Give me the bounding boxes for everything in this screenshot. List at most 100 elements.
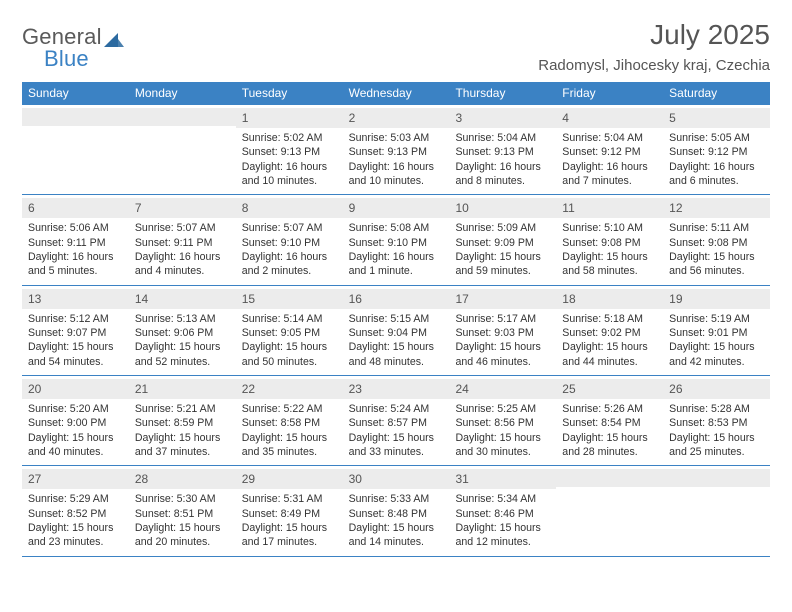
day-cell: 21Sunrise: 5:21 AMSunset: 8:59 PMDayligh… [129, 376, 236, 465]
daylight-line-1: Daylight: 16 hours [135, 250, 230, 264]
sunrise-text: Sunrise: 5:24 AM [349, 402, 444, 416]
sunrise-text: Sunrise: 5:06 AM [28, 221, 123, 235]
day-number: 21 [129, 379, 236, 399]
empty-day-cell [22, 105, 129, 194]
header-row: General Blue July 2025 Radomysl, Jihoces… [22, 20, 770, 74]
day-cell: 3Sunrise: 5:04 AMSunset: 9:13 PMDaylight… [449, 105, 556, 194]
day-cell: 16Sunrise: 5:15 AMSunset: 9:04 PMDayligh… [343, 286, 450, 375]
day-cell: 30Sunrise: 5:33 AMSunset: 8:48 PMDayligh… [343, 466, 450, 555]
day-cell: 4Sunrise: 5:04 AMSunset: 9:12 PMDaylight… [556, 105, 663, 194]
day-cell: 14Sunrise: 5:13 AMSunset: 9:06 PMDayligh… [129, 286, 236, 375]
daylight-line-1: Daylight: 15 hours [349, 521, 444, 535]
daylight-line-2: and 56 minutes. [669, 264, 764, 278]
sunset-text: Sunset: 9:13 PM [455, 145, 550, 159]
empty-band [22, 108, 129, 126]
weekday-header-cell: Sunday [22, 82, 129, 105]
sunrise-text: Sunrise: 5:25 AM [455, 402, 550, 416]
logo: General Blue [22, 20, 124, 72]
sunrise-text: Sunrise: 5:05 AM [669, 131, 764, 145]
sunset-text: Sunset: 9:12 PM [562, 145, 657, 159]
daylight-line-2: and 10 minutes. [242, 174, 337, 188]
weekday-header-row: SundayMondayTuesdayWednesdayThursdayFrid… [22, 82, 770, 105]
sunrise-text: Sunrise: 5:02 AM [242, 131, 337, 145]
day-cell: 12Sunrise: 5:11 AMSunset: 9:08 PMDayligh… [663, 195, 770, 284]
sunrise-text: Sunrise: 5:18 AM [562, 312, 657, 326]
daylight-line-1: Daylight: 15 hours [455, 521, 550, 535]
sunrise-text: Sunrise: 5:12 AM [28, 312, 123, 326]
logo-triangle-icon [104, 31, 124, 52]
week-row: 13 Sunrise: 5:12 AMSunset: 9:07 PM Dayligh… [22, 286, 770, 376]
sunrise-text: Sunrise: 5:14 AM [242, 312, 337, 326]
daylight-line-1: Daylight: 15 hours [135, 521, 230, 535]
weekday-header-cell: Wednesday [343, 82, 450, 105]
sunrise-text: Sunrise: 5:21 AM [135, 402, 230, 416]
daylight-line-1: Daylight: 15 hours [455, 431, 550, 445]
sunrise-text: Sunrise: 5:09 AM [455, 221, 550, 235]
daylight-line-1: Daylight: 16 hours [242, 250, 337, 264]
sunset-text: Sunset: 8:46 PM [455, 507, 550, 521]
daylight-line-2: and 17 minutes. [242, 535, 337, 549]
day-number: 9 [343, 198, 450, 218]
day-cell: 25Sunrise: 5:26 AMSunset: 8:54 PMDayligh… [556, 376, 663, 465]
day-cell: 10Sunrise: 5:09 AMSunset: 9:09 PMDayligh… [449, 195, 556, 284]
day-cell: 8Sunrise: 5:07 AMSunset: 9:10 PMDaylight… [236, 195, 343, 284]
sunset-text: Sunset: 9:02 PM [562, 326, 657, 340]
sunset-text: Sunset: 9:00 PM [28, 416, 123, 430]
daylight-line-1: Daylight: 15 hours [135, 431, 230, 445]
day-number: 13 [22, 289, 129, 309]
day-cell: 28Sunrise: 5:30 AMSunset: 8:51 PMDayligh… [129, 466, 236, 555]
daylight-line-2: and 35 minutes. [242, 445, 337, 459]
day-number: 18 [556, 289, 663, 309]
day-number: 3 [449, 108, 556, 128]
sunrise-text: Sunrise: 5:08 AM [349, 221, 444, 235]
day-number: 14 [129, 289, 236, 309]
sunset-text: Sunset: 9:11 PM [135, 236, 230, 250]
day-cell: 7Sunrise: 5:07 AMSunset: 9:11 PMDaylight… [129, 195, 236, 284]
sunset-text: Sunset: 9:08 PM [669, 236, 764, 250]
day-cell: 23Sunrise: 5:24 AMSunset: 8:57 PMDayligh… [343, 376, 450, 465]
daylight-line-1: Daylight: 15 hours [28, 431, 123, 445]
daylight-line-2: and 33 minutes. [349, 445, 444, 459]
calendar: SundayMondayTuesdayWednesdayThursdayFrid… [22, 82, 770, 557]
sunrise-text: Sunrise: 5:34 AM [455, 492, 550, 506]
daylight-line-1: Daylight: 15 hours [242, 521, 337, 535]
sunset-text: Sunset: 9:13 PM [242, 145, 337, 159]
sunrise-text: Sunrise: 5:26 AM [562, 402, 657, 416]
daylight-line-2: and 5 minutes. [28, 264, 123, 278]
page: General Blue July 2025 Radomysl, Jihoces… [0, 0, 792, 567]
daylight-line-2: and 7 minutes. [562, 174, 657, 188]
day-number: 16 [343, 289, 450, 309]
day-number: 30 [343, 469, 450, 489]
day-cell: 22Sunrise: 5:22 AMSunset: 8:58 PMDayligh… [236, 376, 343, 465]
day-cell: 24Sunrise: 5:25 AMSunset: 8:56 PMDayligh… [449, 376, 556, 465]
daylight-line-2: and 58 minutes. [562, 264, 657, 278]
empty-day-cell [129, 105, 236, 194]
daylight-line-2: and 25 minutes. [669, 445, 764, 459]
day-number: 22 [236, 379, 343, 399]
sunset-text: Sunset: 9:12 PM [669, 145, 764, 159]
daylight-line-1: Daylight: 15 hours [135, 340, 230, 354]
daylight-line-2: and 30 minutes. [455, 445, 550, 459]
day-cell: 15Sunrise: 5:14 AMSunset: 9:05 PMDayligh… [236, 286, 343, 375]
day-number: 17 [449, 289, 556, 309]
daylight-line-1: Daylight: 15 hours [562, 250, 657, 264]
day-cell: 31Sunrise: 5:34 AMSunset: 8:46 PMDayligh… [449, 466, 556, 555]
day-number: 4 [556, 108, 663, 128]
empty-band [129, 108, 236, 126]
daylight-line-2: and 52 minutes. [135, 355, 230, 369]
sunset-text: Sunset: 9:07 PM [28, 326, 123, 340]
day-number: 19 [663, 289, 770, 309]
sunrise-text: Sunrise: 5:04 AM [562, 131, 657, 145]
daylight-line-1: Daylight: 15 hours [669, 250, 764, 264]
empty-day-cell [556, 466, 663, 555]
sunrise-text: Sunrise: 5:28 AM [669, 402, 764, 416]
day-cell: 6Sunrise: 5:06 AMSunset: 9:11 PMDaylight… [22, 195, 129, 284]
day-number: 7 [129, 198, 236, 218]
day-cell: 9Sunrise: 5:08 AMSunset: 9:10 PMDaylight… [343, 195, 450, 284]
day-number: 25 [556, 379, 663, 399]
daylight-line-2: and 44 minutes. [562, 355, 657, 369]
sunset-text: Sunset: 9:05 PM [242, 326, 337, 340]
daylight-line-2: and 1 minute. [349, 264, 444, 278]
empty-day-cell [663, 466, 770, 555]
weekday-header-cell: Monday [129, 82, 236, 105]
